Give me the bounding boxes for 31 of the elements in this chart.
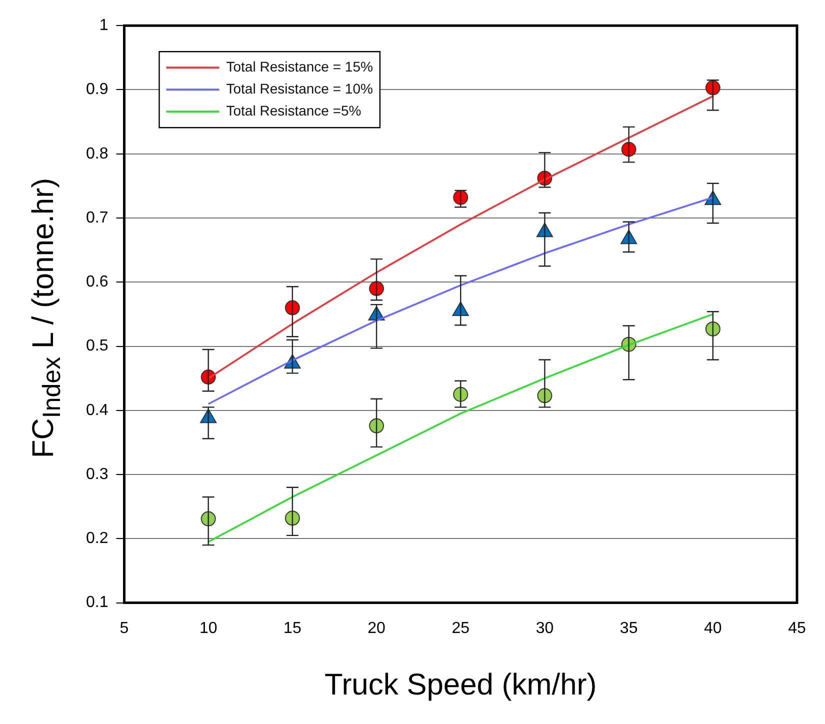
point bbox=[369, 418, 384, 434]
y-tick-label: 0.1 bbox=[86, 594, 108, 612]
y-tick-label: 0.9 bbox=[86, 81, 108, 98]
x-tick-label: 20 bbox=[368, 620, 386, 637]
x-tick-label: 40 bbox=[704, 620, 722, 637]
point bbox=[284, 510, 300, 526]
x-tick-label: 10 bbox=[199, 620, 218, 637]
y-tick-label: 0.2 bbox=[86, 530, 108, 548]
x-tick-label: 45 bbox=[788, 620, 806, 637]
point bbox=[705, 80, 720, 96]
point bbox=[453, 386, 468, 402]
y-tick-label: 0.4 bbox=[86, 402, 108, 419]
point bbox=[284, 300, 300, 316]
point bbox=[705, 321, 720, 336]
y-tick-label: 1 bbox=[99, 17, 108, 34]
x-tick-label: 15 bbox=[284, 620, 302, 637]
legend-label: Total Resistance = 15% bbox=[226, 58, 373, 74]
legend-label: Total Resistance = 10% bbox=[226, 80, 373, 96]
point bbox=[369, 281, 384, 296]
x-tick-label: 5 bbox=[120, 620, 129, 637]
x-tick-label: 30 bbox=[536, 620, 554, 637]
legend-label: Total Resistance =5% bbox=[226, 102, 362, 118]
x-tick-label: 35 bbox=[620, 620, 638, 637]
y-tick-label: 0.7 bbox=[86, 209, 108, 226]
x-tick-label: 25 bbox=[452, 620, 470, 637]
y-tick-label: 0.8 bbox=[86, 145, 108, 162]
x-axis-title: Truck Speed (km/hr) bbox=[324, 668, 597, 702]
y-tick-label: 0.5 bbox=[86, 338, 108, 355]
y-tick-label: 0.3 bbox=[86, 466, 108, 483]
point bbox=[453, 190, 468, 205]
y-tick-label: 0.6 bbox=[86, 274, 108, 291]
